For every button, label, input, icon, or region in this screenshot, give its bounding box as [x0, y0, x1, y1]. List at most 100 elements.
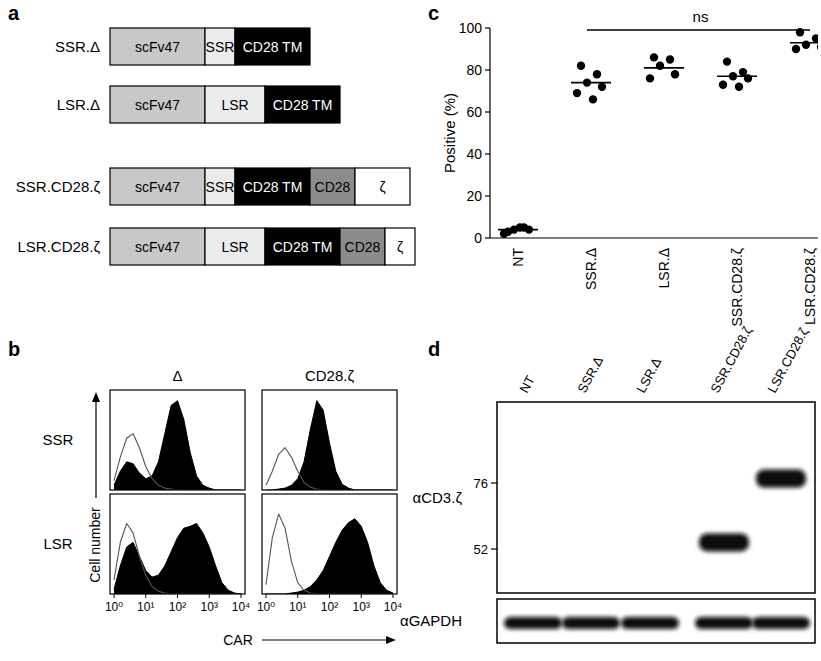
x-tick-label: NT: [510, 248, 526, 267]
domain-label: LSR: [221, 239, 248, 255]
domain-label: CD28: [345, 239, 381, 255]
y-label: Positive (%): [441, 93, 458, 173]
domain-box: [265, 86, 340, 123]
y-tick: [485, 27, 490, 28]
domain-box: [235, 168, 310, 205]
x-axis: [490, 237, 818, 238]
x-tick-label: 10⁴: [232, 600, 251, 614]
mean-line: [790, 42, 818, 44]
domain-box: [205, 168, 235, 205]
x-tick: [177, 594, 178, 598]
domain-label: CD28 TM: [243, 39, 303, 55]
control-histogram: [114, 524, 241, 595]
marks: [498, 28, 818, 238]
column-header: Δ: [172, 367, 182, 384]
panel-label: b: [8, 338, 20, 360]
loading-band: [695, 617, 753, 629]
x-tick-label: 10⁰: [257, 600, 275, 614]
construct-name: SSR.Δ: [55, 38, 100, 55]
domain-label: ζ: [397, 239, 403, 255]
dot: [744, 74, 752, 82]
histogram-fill: [114, 401, 241, 490]
marks: [266, 401, 393, 490]
mean-line: [717, 76, 757, 78]
marks: [114, 401, 241, 490]
x-tick-label: SSR.CD28.ζ: [729, 248, 745, 327]
dot-plot: 020406080100Positive (%)NTSSR.ΔLSR.ΔSSR.…: [441, 8, 821, 327]
control-histogram: [266, 448, 393, 490]
domain-box: [110, 86, 205, 123]
x-tick: [241, 594, 242, 598]
y-tick-label: 60: [466, 104, 482, 120]
y-label: Cell number: [87, 507, 103, 583]
y-tick-label: 0: [474, 230, 482, 246]
figure: abcdSSR.ΔscFv47SSRCD28 TMLSR.ΔscFv47LSRC…: [0, 0, 821, 661]
marks: [266, 514, 393, 594]
domain-box: [205, 28, 235, 65]
domain-label: ζ: [379, 179, 385, 195]
histogram-outline: [114, 401, 241, 490]
control-histogram: [266, 514, 393, 594]
x-tick-label: 10¹: [289, 600, 306, 614]
x-tick-label: 10¹: [137, 600, 154, 614]
domain-box: [310, 168, 355, 205]
column-header: CD28.ζ: [305, 367, 355, 384]
band: [756, 469, 806, 487]
x-tick-label: LSR.Δ: [656, 248, 672, 288]
dot: [656, 62, 664, 70]
mean-line: [571, 82, 611, 84]
dot: [500, 230, 508, 238]
band: [699, 533, 749, 551]
x-tick: [209, 594, 210, 598]
domain-label: SSR: [206, 179, 235, 195]
histogram: [262, 390, 397, 490]
domain-label: scFv47: [135, 39, 180, 55]
domain-box: [340, 228, 385, 265]
loading-band: [621, 617, 679, 629]
y-tick: [485, 111, 490, 112]
panel-label: a: [8, 2, 20, 24]
blot-frame: [497, 599, 815, 643]
lane-label: SSR.Δ: [574, 354, 606, 396]
construct-name: SSR.CD28.ζ: [16, 178, 101, 195]
significance-label: ns: [693, 8, 709, 25]
y-arrowhead: [92, 392, 100, 402]
marks: [114, 524, 241, 595]
plot-frame: [262, 390, 397, 490]
construct: LSR.CD28.ζscFv47LSRCD28 TMCD28ζ: [18, 228, 415, 265]
panel-label: c: [428, 2, 439, 24]
x-tick-label: 10²: [321, 600, 338, 614]
x-arrow: [262, 639, 388, 640]
domain-label: scFv47: [135, 239, 180, 255]
domain-label: scFv47: [135, 179, 180, 195]
plot-frame: [262, 494, 397, 594]
domain-label: CD28: [315, 179, 351, 195]
x-tick: [145, 594, 146, 598]
x-tick-label: 10⁰: [105, 600, 123, 614]
construct-name: LSR.Δ: [57, 96, 100, 113]
dot: [577, 62, 585, 70]
y-tick-label: 40: [466, 146, 482, 162]
dot: [817, 43, 818, 51]
row-header: LSR: [43, 535, 72, 552]
domain-box: [205, 86, 265, 123]
dot: [666, 55, 674, 63]
x-tick-label: 10²: [169, 600, 186, 614]
histogram-outline: [114, 524, 241, 595]
lane-label: LSR.Δ: [633, 355, 664, 396]
marker-label: 52: [474, 542, 488, 557]
dot: [516, 223, 524, 231]
control-histogram: [114, 434, 241, 490]
domain-box: [355, 168, 410, 205]
y-tick: [485, 153, 490, 154]
significance-bar: [587, 29, 810, 31]
construct: SSR.CD28.ζscFv47SSRCD28 TMCD28ζ: [16, 168, 410, 205]
x-tick: [266, 594, 267, 598]
domain-box: [235, 28, 310, 65]
x-tick-label: SSR.Δ: [583, 248, 599, 290]
dot: [650, 53, 658, 61]
plot-frame: [110, 390, 245, 490]
mean-line: [498, 229, 538, 231]
construct: LSR.ΔscFv47LSRCD28 TM: [57, 86, 340, 123]
marker-tick: [491, 482, 497, 483]
